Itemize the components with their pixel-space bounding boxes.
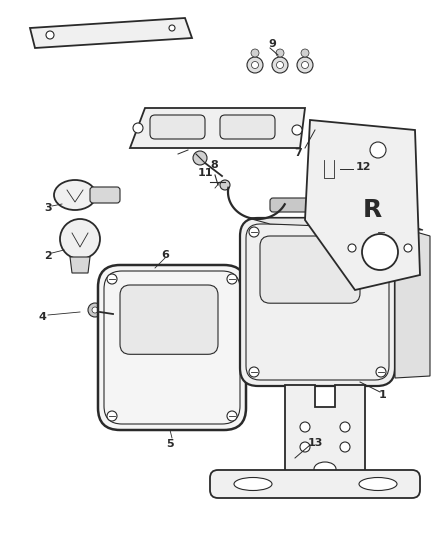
Circle shape (272, 57, 288, 73)
Ellipse shape (54, 180, 96, 210)
FancyBboxPatch shape (120, 285, 218, 354)
Circle shape (300, 422, 310, 432)
Circle shape (249, 227, 259, 237)
FancyBboxPatch shape (150, 115, 205, 139)
FancyBboxPatch shape (270, 198, 310, 212)
Polygon shape (30, 18, 192, 48)
Text: 6: 6 (161, 250, 169, 260)
Circle shape (301, 49, 309, 57)
Ellipse shape (314, 462, 336, 476)
Circle shape (276, 61, 283, 69)
Circle shape (92, 307, 98, 313)
Text: 11: 11 (197, 168, 213, 178)
Circle shape (301, 61, 308, 69)
Text: 12: 12 (356, 162, 371, 172)
Circle shape (251, 61, 258, 69)
Polygon shape (305, 120, 420, 290)
FancyBboxPatch shape (98, 265, 246, 430)
Text: 13: 13 (308, 438, 323, 448)
Text: 1: 1 (379, 390, 387, 400)
Circle shape (169, 25, 175, 31)
Circle shape (362, 234, 398, 270)
Circle shape (276, 49, 284, 57)
Text: 4: 4 (38, 312, 46, 322)
Circle shape (348, 244, 356, 252)
Circle shape (340, 422, 350, 432)
Polygon shape (395, 226, 430, 378)
Text: 8: 8 (210, 160, 218, 170)
Text: 9: 9 (268, 39, 276, 49)
Circle shape (370, 142, 386, 158)
FancyBboxPatch shape (318, 155, 340, 183)
Circle shape (133, 123, 143, 133)
Text: R: R (362, 198, 381, 222)
Circle shape (292, 125, 302, 135)
Polygon shape (130, 108, 305, 148)
Circle shape (376, 227, 386, 237)
FancyBboxPatch shape (260, 236, 360, 303)
Circle shape (376, 367, 386, 377)
Circle shape (249, 367, 259, 377)
Polygon shape (248, 218, 423, 230)
Circle shape (60, 219, 100, 259)
Ellipse shape (234, 478, 272, 490)
FancyBboxPatch shape (240, 218, 395, 386)
Ellipse shape (359, 478, 397, 490)
Circle shape (220, 180, 230, 190)
Circle shape (300, 442, 310, 452)
Circle shape (193, 151, 207, 165)
Polygon shape (70, 257, 90, 273)
FancyBboxPatch shape (90, 187, 120, 203)
Circle shape (46, 31, 54, 39)
Polygon shape (285, 385, 365, 480)
FancyBboxPatch shape (210, 470, 420, 498)
Circle shape (340, 442, 350, 452)
Text: 3: 3 (44, 203, 52, 213)
Circle shape (247, 57, 263, 73)
Circle shape (404, 244, 412, 252)
Circle shape (88, 303, 102, 317)
FancyBboxPatch shape (220, 115, 275, 139)
Text: 7: 7 (294, 148, 302, 158)
Circle shape (227, 274, 237, 284)
Circle shape (227, 411, 237, 421)
Text: 2: 2 (44, 251, 52, 261)
Text: 5: 5 (166, 439, 174, 449)
Circle shape (251, 49, 259, 57)
Circle shape (297, 57, 313, 73)
Circle shape (107, 274, 117, 284)
Circle shape (107, 411, 117, 421)
